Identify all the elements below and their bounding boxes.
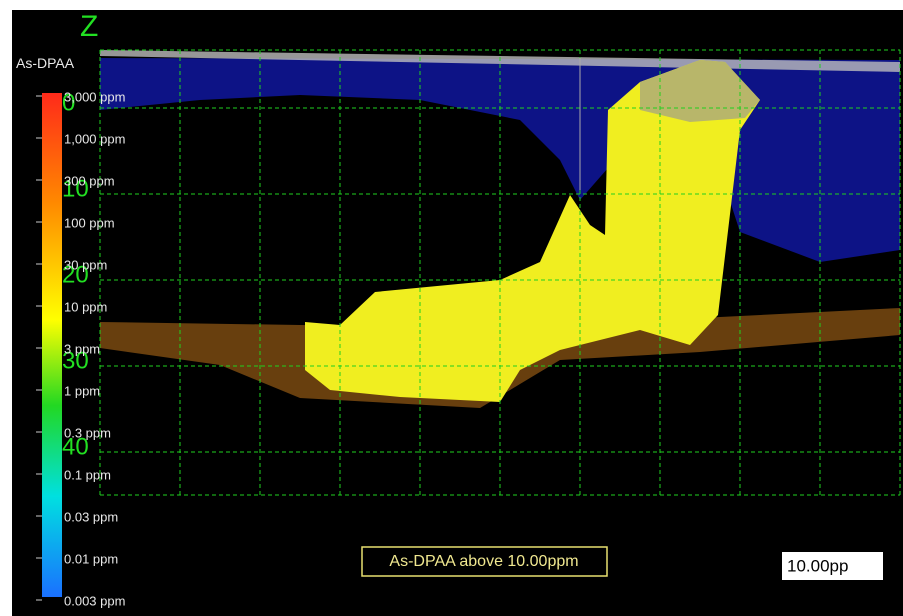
- z-tick-label: 0: [62, 89, 75, 116]
- legend-label: 0.003 ppm: [64, 593, 125, 608]
- legend-label: 0.03 ppm: [64, 509, 118, 524]
- legend-label: 300 ppm: [64, 173, 115, 188]
- grid: [99, 49, 901, 496]
- threshold-box[interactable]: [782, 552, 883, 580]
- yellow-plume: [305, 60, 760, 402]
- legend-label: 0.1 ppm: [64, 467, 111, 482]
- legend-label: 3,000 ppm: [64, 89, 125, 104]
- legend-label: 1,000 ppm: [64, 131, 125, 146]
- z-tick-label: 30: [62, 347, 89, 374]
- axis-label: Z: [80, 10, 98, 43]
- legend-label: 100 ppm: [64, 215, 115, 230]
- color-bar: [42, 93, 62, 597]
- caption: As-DPAA above 10.00ppm: [389, 553, 578, 570]
- legend-label: 30 ppm: [64, 257, 107, 272]
- legend-label: 0.01 ppm: [64, 551, 118, 566]
- legend-label: 0.3 ppm: [64, 425, 111, 440]
- z-tick-label: 20: [62, 261, 89, 288]
- legend-title: As-DPAA: [16, 55, 75, 71]
- legend-label: 3 ppm: [64, 341, 100, 356]
- threshold-value[interactable]: 10.00pp: [787, 556, 848, 575]
- z-tick-label: 40: [62, 433, 89, 460]
- legend-label: 1 ppm: [64, 383, 100, 398]
- caption-box: [361, 546, 608, 577]
- z-tick-label: 10: [62, 175, 89, 202]
- plume-top: [640, 60, 760, 122]
- legend-label: 10 ppm: [64, 299, 107, 314]
